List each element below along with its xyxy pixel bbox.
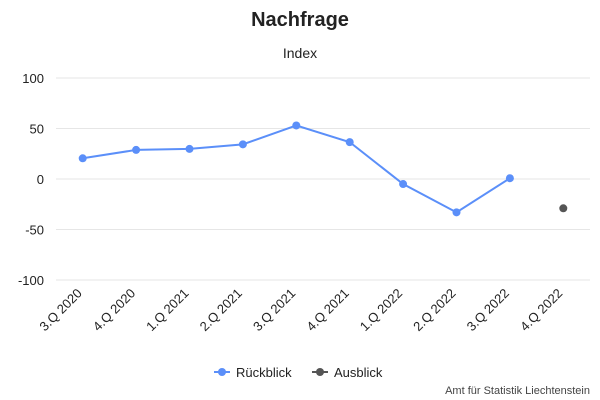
data-point (78, 154, 87, 163)
data-point (452, 208, 461, 217)
data-point (345, 138, 354, 147)
chart-subtitle: Index (283, 45, 317, 61)
y-tick-label: -50 (25, 223, 44, 238)
x-tick-label: 2.Q 2022 (410, 286, 458, 334)
legend-label: Ausblick (334, 365, 383, 380)
series-line (82, 124, 511, 214)
x-axis: 3.Q 2020 4.Q 2020 1.Q 2021 2.Q 2021 3.Q 2021… (36, 286, 565, 334)
series-group (78, 121, 568, 217)
y-axis: 100 50 0 -50 -100 (18, 71, 44, 288)
data-point (399, 180, 408, 189)
data-point (292, 121, 301, 130)
data-point (132, 145, 141, 154)
legend-dot-marker (218, 368, 226, 376)
chart-title: Nachfrage (251, 9, 349, 31)
x-tick-label: 3.Q 2022 (464, 286, 512, 334)
data-point (559, 204, 568, 213)
y-tick-label: 50 (30, 122, 44, 137)
y-tick-label: 100 (22, 71, 44, 86)
x-tick-label: 1.Q 2022 (357, 286, 405, 334)
chart-credit: Amt für Statistik Liechtenstein (445, 385, 590, 397)
legend: Rückblick Ausblick (214, 365, 383, 380)
x-tick-label: 2.Q 2021 (197, 286, 245, 334)
x-tick-label: 4.Q 2022 (517, 286, 565, 334)
legend-item[interactable]: Rückblick (214, 365, 292, 380)
x-tick-label: 3.Q 2021 (250, 286, 298, 334)
x-tick-label: 4.Q 2020 (90, 286, 138, 334)
legend-item[interactable]: Ausblick (312, 365, 383, 380)
data-point (238, 140, 247, 149)
data-point (185, 144, 194, 153)
data-point (505, 174, 514, 183)
grid-lines (56, 77, 590, 281)
y-tick-label: -100 (18, 273, 44, 288)
x-tick-label: 1.Q 2021 (143, 286, 191, 334)
legend-label: Rückblick (236, 365, 292, 380)
legend-dot-marker (316, 368, 324, 376)
x-tick-label: 4.Q 2021 (303, 286, 351, 334)
x-tick-label: 3.Q 2020 (36, 286, 84, 334)
y-tick-label: 0 (37, 172, 44, 187)
